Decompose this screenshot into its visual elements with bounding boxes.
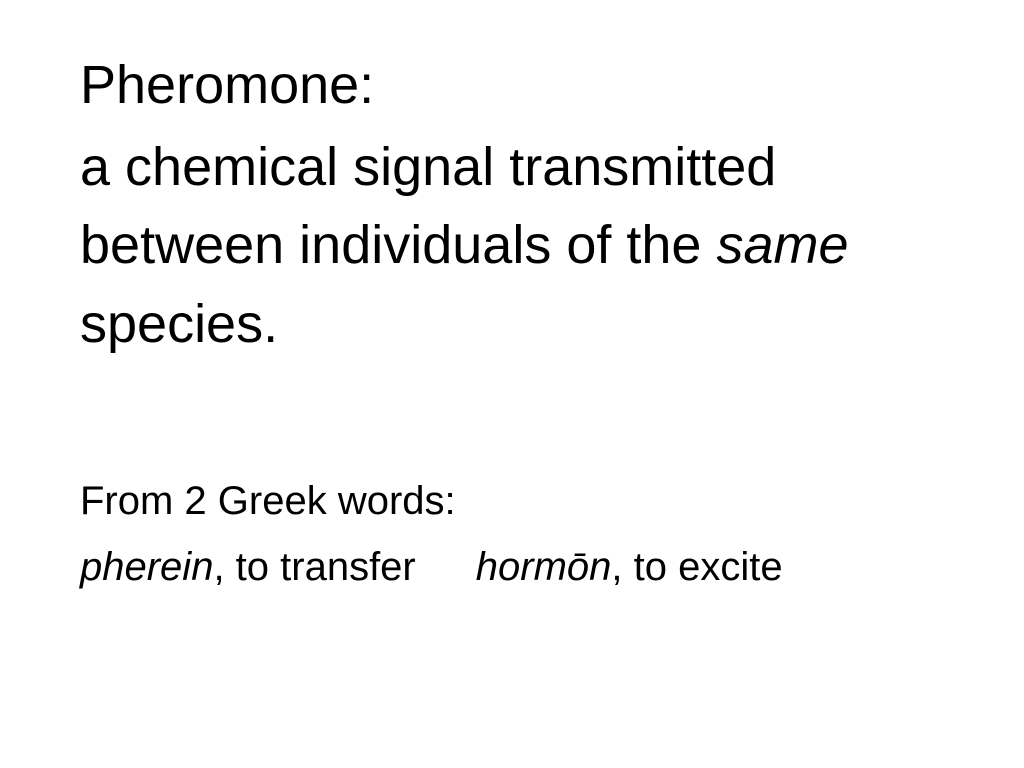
etymology-header: From 2 Greek words: [80, 473, 944, 529]
definition-part1: a chemical signal transmitted between in… [80, 137, 776, 275]
definition-italic-word: same [716, 215, 848, 275]
etymology-section: From 2 Greek words: pherein, to transfer… [80, 473, 944, 595]
etymology-meaning-1: , to transfer [213, 545, 415, 589]
definition-text: a chemical signal transmitted between in… [80, 128, 944, 363]
etymology-line: pherein, to transfer hormōn, to excite [80, 539, 944, 595]
definition-part2: species. [80, 294, 278, 354]
etymology-meaning-2: , to excite [611, 545, 782, 589]
slide-title: Pheromone: [80, 50, 944, 120]
etymology-word-2: hormōn [476, 545, 612, 589]
etymology-word-1: pherein [80, 545, 213, 589]
